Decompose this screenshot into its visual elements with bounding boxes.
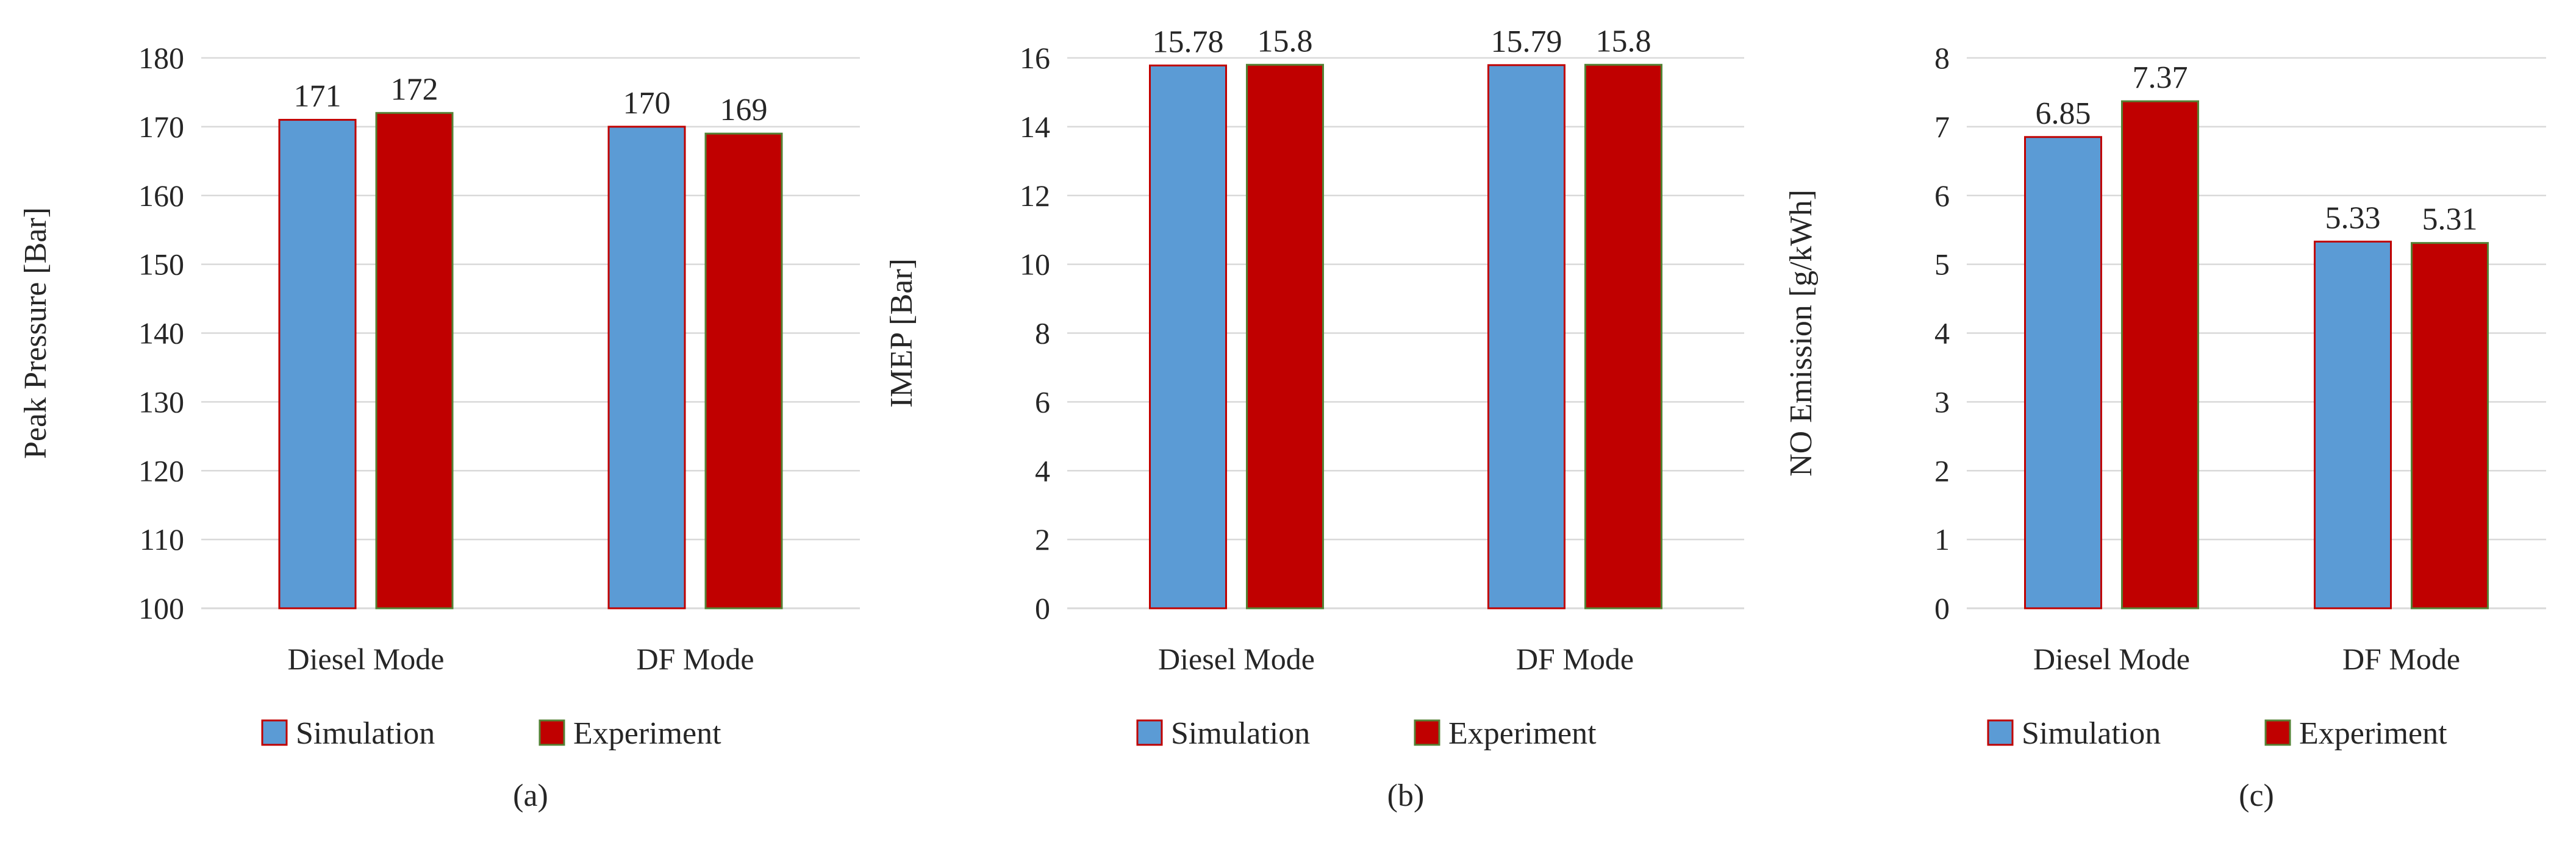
panel-c-ytick: 5: [1934, 247, 1950, 282]
panel-b-ytick: 12: [1020, 179, 1050, 213]
panel-a-ytick: 160: [138, 179, 184, 213]
panel-c-bar-simulation-2: [2314, 240, 2392, 610]
panel-b-legend-label-simulation: Simulation: [1171, 716, 1310, 751]
panel-c-x-ticks: Diesel Mode DF Mode: [2033, 642, 2460, 676]
panel-b-data-label: 15.8: [1596, 24, 1651, 59]
panel-c-legend-label-simulation: Simulation: [2022, 716, 2161, 751]
panel-a-ytick: 130: [138, 385, 184, 419]
panel-c-xtick-label: DF Mode: [2342, 642, 2460, 676]
panel-a-data-label: 169: [720, 93, 768, 127]
panel-c-ytick: 6: [1934, 179, 1950, 213]
panel-a-bars: [278, 112, 783, 610]
panel-a-data-label: 172: [391, 72, 438, 107]
panel-a-ytick: 110: [140, 522, 184, 556]
panel-a-legend-label-simulation: Simulation: [296, 716, 435, 751]
panel-c-legend-label-experiment: Experiment: [2299, 716, 2447, 751]
panel-b-ytick: 4: [1035, 453, 1050, 488]
panel-c-bar-experiment-1: [2121, 100, 2199, 610]
panel-b-bar-experiment-2: [1584, 63, 1662, 610]
panel-b-bar-simulation-2: [1487, 64, 1565, 610]
panel-b-y-ticks: 0 2 4 6 8 10 12 14 16: [1020, 41, 1050, 625]
panel-b-bar-simulation-1: [1149, 64, 1227, 610]
panel-b-x-ticks: Diesel Mode DF Mode: [1158, 642, 1634, 676]
panel-b-ytick: 0: [1035, 591, 1050, 625]
panel-b-data-label: 15.78: [1153, 24, 1224, 59]
panel-a-bar-experiment-1: [375, 112, 454, 610]
panel-b-data-labels: 15.78 15.8 15.79 15.8: [1153, 24, 1651, 59]
panel-b-legend-swatch-experiment: [1414, 719, 1440, 746]
panel-b: 0 2 4 6 8 10 12 14 16 IMEP [Bar] 15.78 1…: [884, 24, 1744, 813]
panel-c-ytick: 8: [1934, 41, 1950, 75]
panel-c: 0 1 2 3 4 5 6 7 8 NO Emission [g/kWh] 6.…: [1784, 41, 2546, 813]
panel-b-ytick: 16: [1020, 41, 1050, 75]
panel-a-x-ticks: Diesel Mode DF Mode: [288, 642, 754, 676]
panel-b-bar-experiment-1: [1246, 63, 1324, 610]
panel-a-ytick: 120: [138, 453, 184, 488]
panel-a-legend-label-experiment: Experiment: [573, 716, 721, 751]
panel-a-ytick: 140: [138, 316, 184, 350]
panel-a-ytick: 180: [138, 41, 184, 75]
panel-c-ytick: 0: [1934, 591, 1950, 625]
panel-a-bar-simulation-2: [607, 126, 686, 610]
panel-c-legend-swatch-simulation: [1987, 719, 2014, 746]
panel-b-xtick-label: Diesel Mode: [1158, 642, 1315, 676]
panel-a-legend-swatch-simulation: [261, 719, 288, 746]
panel-b-legend-label-experiment: Experiment: [1448, 716, 1597, 751]
panel-b-xtick-label: DF Mode: [1516, 642, 1634, 676]
panel-c-data-label: 5.31: [2422, 202, 2478, 237]
panel-c-xtick-label: Diesel Mode: [2033, 642, 2190, 676]
panel-a-ytick: 150: [138, 247, 184, 282]
panel-b-ytick: 2: [1035, 522, 1050, 556]
panel-c-data-label: 5.33: [2325, 201, 2381, 235]
panel-a-bar-experiment-2: [704, 132, 783, 610]
panel-c-ytick: 1: [1934, 522, 1950, 556]
panel-a-legend: Simulation Experiment: [261, 716, 721, 751]
panel-b-data-label: 15.79: [1491, 24, 1562, 59]
panel-b-data-label: 15.8: [1258, 24, 1313, 59]
panel-a-bar-simulation-1: [278, 119, 357, 610]
panel-c-ytick: 4: [1934, 316, 1950, 350]
panel-a-ytick: 100: [138, 591, 184, 625]
panel-c-bar-simulation-1: [2024, 136, 2102, 610]
panel-a-legend-swatch-experiment: [538, 719, 565, 746]
panel-c-bars: [2024, 100, 2489, 610]
panel-b-ytick: 8: [1035, 316, 1050, 350]
panel-a-y-ticks: 100 110 120 130 140 150 160 170 180: [138, 41, 184, 625]
panel-c-legend-swatch-experiment: [2264, 719, 2291, 746]
panel-c-ytick: 7: [1934, 110, 1950, 144]
panel-c-y-ticks: 0 1 2 3 4 5 6 7 8: [1934, 41, 1950, 625]
panel-a-xtick-label: DF Mode: [636, 642, 754, 676]
panel-c-data-label: 7.37: [2133, 60, 2188, 95]
panel-b-legend: Simulation Experiment: [1136, 716, 1597, 751]
panel-c-legend: Simulation Experiment: [1987, 716, 2447, 751]
panel-b-ytick: 10: [1020, 247, 1050, 282]
panel-a-data-label: 171: [294, 79, 342, 114]
panel-a-data-label: 170: [623, 86, 671, 121]
panel-b-ytick: 6: [1035, 385, 1050, 419]
panel-c-ytick: 2: [1934, 453, 1950, 488]
panel-b-y-axis-label: IMEP [Bar]: [884, 258, 919, 408]
panel-a-data-labels: 171 172 170 169: [294, 72, 768, 127]
panel-c-data-labels: 6.85 7.37 5.33 5.31: [2036, 60, 2478, 237]
panel-c-caption: (c): [2239, 778, 2274, 813]
panel-a-caption: (a): [513, 778, 548, 813]
panel-b-legend-swatch-simulation: [1136, 719, 1163, 746]
panel-c-bar-experiment-2: [2411, 242, 2489, 610]
panel-c-ytick: 3: [1934, 385, 1950, 419]
panel-b-bars: [1149, 63, 1662, 610]
panel-b-ytick: 14: [1020, 110, 1050, 144]
panel-a-y-axis-label: Peak Pressure [Bar]: [18, 207, 53, 459]
panel-a-xtick-label: Diesel Mode: [288, 642, 445, 676]
panel-c-y-axis-label: NO Emission [g/kWh]: [1784, 190, 1819, 477]
panel-a-ytick: 170: [138, 110, 184, 144]
panel-a: 100 110 120 130 140 150 160 170 180 Peak…: [18, 41, 860, 813]
panel-c-data-label: 6.85: [2036, 96, 2091, 131]
panel-b-caption: (b): [1387, 778, 1425, 813]
